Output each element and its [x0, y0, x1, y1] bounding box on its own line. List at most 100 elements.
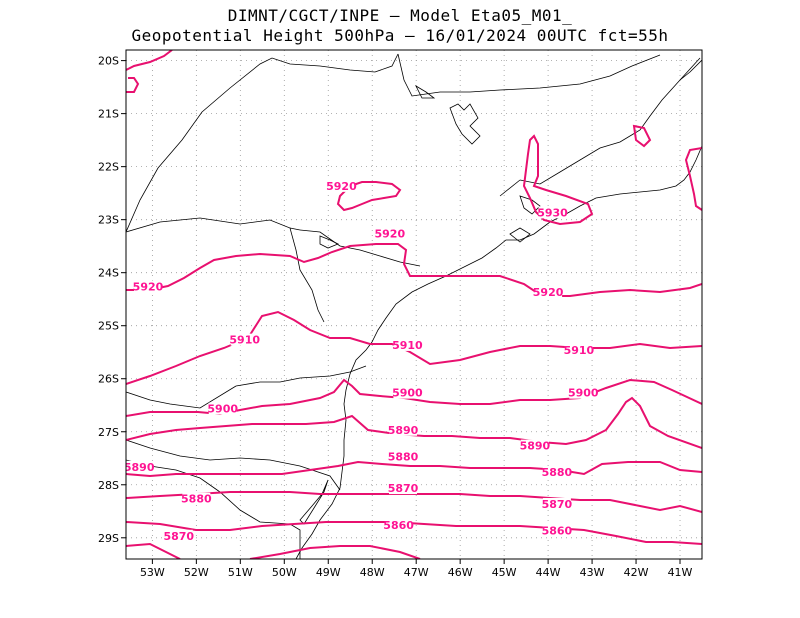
contour-label-bg — [389, 450, 418, 463]
contour-label: 5890 — [124, 461, 155, 474]
y-tick-label: 28S — [98, 479, 119, 492]
contour-label: 5930 — [537, 206, 568, 219]
reservoir — [449, 103, 481, 145]
state-border-pr-sc — [235, 365, 367, 387]
contour-label-bg — [327, 179, 356, 192]
contour-5920-nw-b — [126, 77, 140, 93]
contour-5920-cell-a — [336, 181, 402, 212]
x-tick-label: 48W — [360, 566, 385, 579]
contour-label-bg — [164, 529, 193, 542]
y-tick-label: 21S — [98, 108, 119, 121]
state-border-sp-rj — [499, 179, 521, 197]
contour-label-bg — [126, 460, 154, 473]
x-tick-label: 42W — [624, 566, 649, 579]
contour-label: 5900 — [207, 403, 238, 416]
x-tick-label: 53W — [140, 566, 165, 579]
state-border-sc-rs — [126, 439, 341, 491]
contour-label: 5860 — [542, 524, 573, 537]
lagoon — [299, 479, 329, 525]
contour-label: 5870 — [163, 530, 194, 543]
contour-label: 5920 — [375, 228, 406, 241]
coastline — [295, 145, 702, 559]
contour-label-bg — [375, 227, 404, 240]
contour-5920-east — [684, 147, 702, 211]
axis-ticks: 53W 52W 51W 50W 49W 48W 47W 46W 45W 44W 43W 42W 41W 2… — [98, 55, 693, 579]
contour-label: 5880 — [388, 450, 419, 463]
x-tick-label: 46W — [448, 566, 473, 579]
contour-label: 5900 — [392, 387, 423, 400]
state-border-mg-sp — [397, 53, 661, 97]
x-tick-label: 47W — [404, 566, 429, 579]
contour-label-bg — [393, 386, 422, 399]
y-tick-label: 20S — [98, 55, 119, 68]
contour-5920-nw — [126, 50, 173, 71]
border-paraguay — [126, 217, 325, 323]
x-tick-label: 41W — [668, 566, 693, 579]
contour-5890 — [126, 396, 702, 449]
contour-label: 5920 — [133, 281, 164, 294]
contour-label-bg — [393, 338, 422, 351]
y-tick-label: 25S — [98, 320, 119, 333]
es-border — [679, 59, 702, 81]
contour-label: 5880 — [181, 493, 212, 506]
y-tick-label: 29S — [98, 532, 119, 545]
contour-label: 5900 — [568, 387, 599, 400]
reservoir-2 — [415, 84, 436, 99]
contour-label-bg — [542, 466, 571, 479]
contour-5860 — [126, 521, 702, 545]
contour-label-bg — [538, 206, 567, 219]
contour-label: 5870 — [388, 482, 419, 495]
contour-label: 5910 — [564, 344, 595, 357]
x-tick-label: 43W — [580, 566, 605, 579]
contour-label-bg — [564, 344, 593, 357]
y-tick-label: 23S — [98, 214, 119, 227]
contour-label-bg — [182, 492, 211, 505]
map-frame — [125, 49, 703, 560]
x-tick-label: 49W — [316, 566, 341, 579]
contour-label: 5890 — [388, 424, 419, 437]
border-uruguay — [126, 459, 301, 559]
contour-label-bg — [208, 402, 237, 415]
contour-label: 5890 — [520, 440, 551, 453]
contour-5850 — [126, 542, 181, 559]
contour-label: 5920 — [326, 180, 357, 193]
contour-5920-main — [126, 243, 702, 297]
title-line-2: Geopotential Height 500hPa – 16/01/2024 … — [131, 26, 669, 45]
contour-label-bg — [384, 519, 413, 532]
contour-label-bg — [542, 497, 571, 510]
contour-labels: 5920 5920 5920 5920 5930 5910 5910 5910 5900 5900… — [124, 179, 599, 543]
contour-label: 5910 — [392, 339, 423, 352]
contour-5850-b — [249, 545, 421, 559]
contour-label: 5860 — [383, 519, 414, 532]
border-argentina — [126, 385, 237, 409]
contour-label: 5910 — [229, 334, 260, 347]
contour-label-bg — [230, 333, 259, 346]
graticule-grid — [126, 50, 702, 559]
contour-label-bg — [569, 386, 598, 399]
island — [509, 227, 531, 243]
contour-label-bg — [542, 524, 571, 537]
x-tick-label: 51W — [228, 566, 253, 579]
contour-label-bg — [520, 439, 549, 452]
contour-5880 — [126, 460, 702, 478]
contour-5870 — [126, 491, 702, 513]
state-border-pr-sp — [299, 229, 421, 267]
y-tick-label: 27S — [98, 426, 119, 439]
contour-label: 5880 — [542, 466, 573, 479]
reservoir-3 — [319, 235, 339, 249]
state-border-ms-pr — [289, 227, 301, 231]
contour-label: 5920 — [533, 286, 564, 299]
title-line-1: DIMNT/CGCT/INPE – Model Eta05_M01_ — [227, 6, 573, 25]
contour-label-bg — [133, 280, 162, 293]
contour-5930 — [522, 134, 594, 226]
x-tick-label: 50W — [272, 566, 297, 579]
contour-label-bg — [389, 482, 418, 495]
contour-5920-ne — [632, 124, 652, 148]
x-tick-label: 44W — [536, 566, 561, 579]
contour-label-bg — [534, 285, 563, 298]
y-tick-label: 26S — [98, 373, 119, 386]
state-border-ms-sp — [126, 53, 399, 233]
x-tick-label: 52W — [184, 566, 209, 579]
state-border-mg-rj — [519, 57, 701, 185]
